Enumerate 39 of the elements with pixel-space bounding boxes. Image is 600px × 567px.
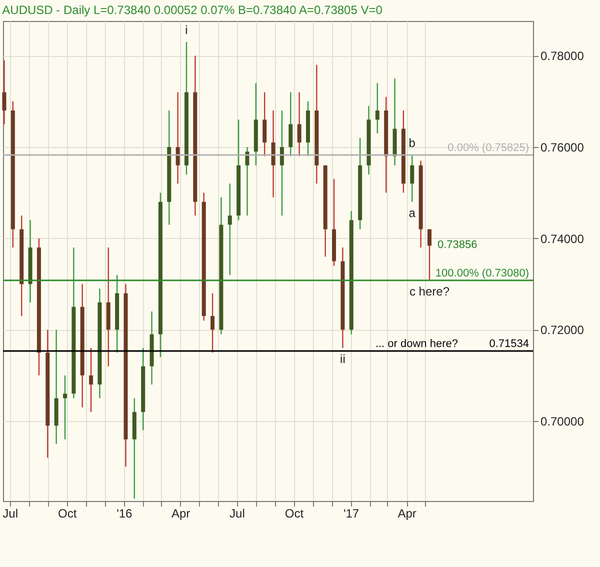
- candlestick: [280, 110, 284, 216]
- x-tick-label: Oct: [284, 506, 304, 520]
- candlestick: [262, 92, 267, 157]
- candlestick: [210, 292, 215, 354]
- y-tick-label: 0.74000: [540, 232, 584, 246]
- y-tick-label: 0.78000: [540, 49, 584, 64]
- candlestick: [62, 374, 67, 440]
- chart-title: AUDUSD - Daily L=0.73840 0.00052 0.07% B=0.73840 A=0.73805 V=0: [2, 3, 383, 17]
- ref-line-label: ... or down here?: [375, 338, 458, 350]
- ref-line-label: 0.00% (0.75825): [448, 142, 529, 154]
- candlestick: [288, 92, 293, 157]
- x-tick-label: '16: [116, 506, 133, 520]
- annotation: 0.71534: [489, 338, 529, 350]
- candlestick: [410, 154, 414, 202]
- annotation: 0.73856: [437, 238, 478, 251]
- annotation: ii: [340, 352, 346, 366]
- annotation: i: [185, 23, 188, 38]
- candlestick: [427, 228, 432, 282]
- ref-line-label: 100.00% (0.73080): [435, 267, 529, 280]
- candlestick: [375, 82, 380, 134]
- candlestick: [176, 92, 180, 184]
- x-tick-label: Jul: [230, 506, 245, 520]
- annotation: c here?: [409, 284, 450, 298]
- candlestick: [228, 182, 232, 276]
- x-tick-label: Oct: [58, 506, 78, 520]
- y-tick-label: 0.72000: [540, 323, 584, 338]
- y-tick-label: 0.76000: [540, 140, 584, 155]
- candlestick: [89, 347, 94, 413]
- annotation: b: [408, 136, 416, 150]
- x-tick-label: Jul: [2, 506, 18, 520]
- candlestick: [297, 92, 302, 157]
- annotation: a: [408, 206, 416, 220]
- y-tick-label: 0.70000: [540, 414, 584, 429]
- x-tick-label: '17: [343, 506, 360, 520]
- candlestick: [245, 146, 250, 216]
- x-tick-label: Apr: [171, 506, 190, 520]
- candlestick: [2, 60, 6, 125]
- candlestick: [271, 110, 276, 198]
- x-tick-label: Apr: [398, 506, 416, 520]
